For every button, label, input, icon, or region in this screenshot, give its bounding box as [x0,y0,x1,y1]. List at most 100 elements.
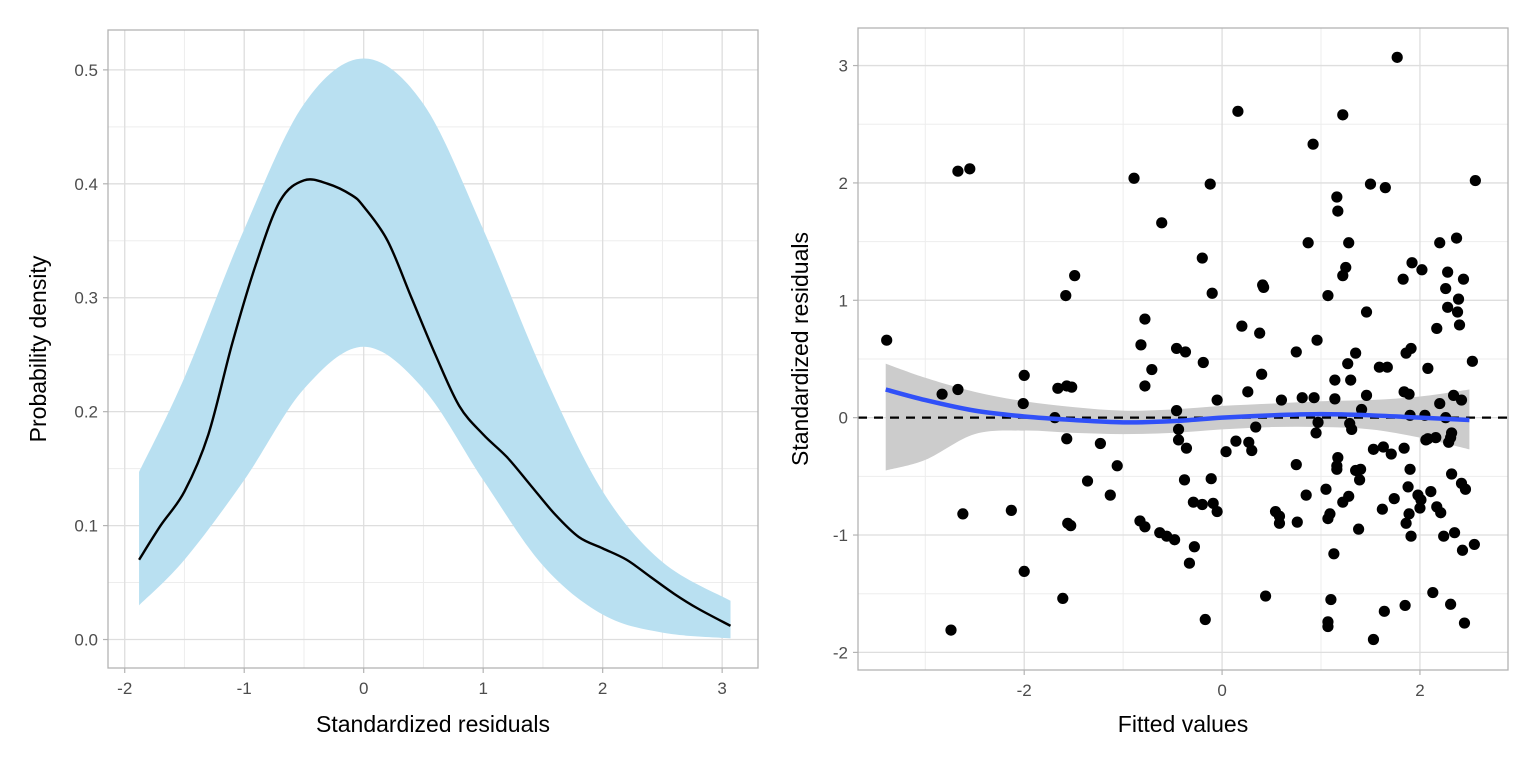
data-point [936,388,948,400]
data-point [1405,530,1417,542]
data-point [1060,289,1072,302]
data-point [1170,342,1183,355]
data-point [1310,427,1322,439]
data-point [1379,182,1391,194]
data-point [1146,363,1158,376]
data-point [1459,483,1472,495]
data-point [1329,393,1341,405]
data-point [1398,442,1410,454]
data-point [1250,421,1262,433]
data-point [945,624,957,636]
data-point [1290,459,1302,471]
confidence-band [139,58,731,639]
data-point [1427,586,1439,599]
y-tick-label: 0.3 [74,289,98,308]
data-point [1405,342,1417,355]
data-point [1273,517,1286,529]
data-point [1128,172,1140,184]
data-point [1172,423,1185,435]
data-point [1458,617,1471,629]
y-tick-label: 0.4 [74,175,98,194]
data-point [1211,505,1223,518]
x-tick-label: 2 [598,679,607,698]
data-point [1466,355,1478,367]
data-point [1416,264,1428,276]
data-point [1414,502,1426,514]
data-point [1332,451,1344,464]
data-point [1322,289,1334,302]
data-point [1451,306,1464,318]
data-point [1325,593,1337,606]
density-panel: -2 -1 0 1 2 3 0.0 0.1 0.2 0.3 0.4 0.5 [74,29,759,698]
data-point [1172,434,1185,446]
data-point [1243,436,1255,448]
panel-border [857,27,1509,671]
right-x-axis-title: Fitted values [1118,711,1248,737]
data-point [1360,306,1373,318]
data-point [1385,448,1397,460]
y-tick-label: 0.0 [74,631,98,650]
data-point [1061,433,1073,445]
data-point [1052,382,1064,394]
data-point [1187,496,1199,508]
data-point [1453,319,1466,331]
data-point [1139,380,1151,392]
data-point [1018,369,1030,382]
data-point [1111,460,1123,472]
data-point [1354,463,1367,475]
data-point [1135,339,1147,351]
data-point [1435,507,1447,519]
data-point [1302,237,1314,249]
data-point [1367,633,1380,646]
data-point [1448,527,1461,539]
data-point [957,508,969,520]
data-point [1291,516,1303,528]
data-point [1446,427,1458,439]
data-point [1199,613,1211,626]
data-point [1415,494,1427,506]
data-point [1290,346,1302,358]
data-point [1353,474,1366,486]
y-tick-label: 0.5 [74,61,98,80]
x-tick-label: -2 [117,679,132,698]
data-point [1360,389,1373,401]
data-point [1355,403,1368,416]
data-point [1388,493,1400,505]
data-point [1307,138,1319,150]
x-tick-label: 1 [478,679,487,698]
data-point [1211,394,1223,406]
data-point [1431,322,1443,335]
data-point [1442,266,1454,278]
data-point [1381,361,1393,373]
data-point [964,163,976,175]
data-point [1329,374,1341,386]
data-point [952,383,964,396]
data-point [1139,313,1151,325]
data-point [1170,405,1183,417]
data-point [1331,463,1343,475]
data-point [1205,473,1217,485]
data-point [1345,374,1357,386]
y-tick-label: -2 [833,643,848,662]
data-point [1260,590,1272,602]
data-point [1312,416,1324,428]
data-point [1324,508,1336,520]
data-point [1178,474,1191,486]
data-point [1434,397,1446,410]
data-point [1391,51,1403,63]
data-point [1320,483,1332,495]
data-point [1311,334,1323,346]
data-point [1196,498,1208,511]
data-point [1232,105,1244,117]
smooth-trend-line [885,387,1470,425]
data-point [1425,486,1437,498]
data-point [1455,394,1468,406]
data-point [1378,605,1390,617]
data-point [1242,386,1254,398]
data-point [1168,534,1181,546]
data-point [1300,489,1312,501]
right-y-axis-title: Standardized residuals [787,232,813,466]
y-tick-label: 2 [839,174,848,193]
data-point [1220,446,1232,458]
